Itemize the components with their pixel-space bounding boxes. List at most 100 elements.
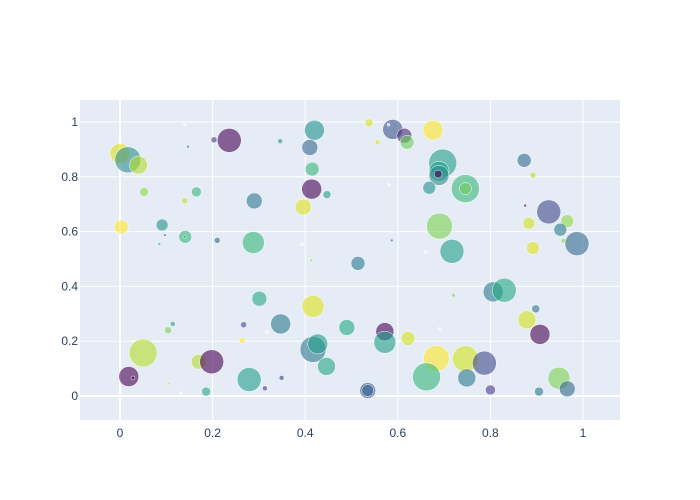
bubble-marker[interactable] — [304, 161, 320, 177]
bubble-marker[interactable] — [201, 386, 211, 397]
bubble-marker[interactable] — [492, 277, 517, 303]
bubble-marker[interactable] — [390, 238, 394, 243]
bubble-marker[interactable] — [163, 233, 167, 237]
bubble-marker[interactable] — [199, 349, 224, 374]
bubble-marker[interactable] — [251, 290, 268, 307]
bubble-marker[interactable] — [262, 385, 268, 392]
y-tick-label: 0.8 — [61, 170, 78, 184]
bubble-marker[interactable] — [210, 136, 218, 144]
bubble-marker[interactable] — [536, 199, 561, 225]
bubble-marker[interactable] — [183, 235, 187, 239]
bubble-marker[interactable] — [300, 242, 304, 247]
y-tick-label: 1 — [71, 115, 78, 129]
bubble-marker[interactable] — [118, 366, 140, 387]
bubble-marker[interactable] — [559, 380, 576, 398]
bubble-marker[interactable] — [422, 119, 444, 141]
bubble-marker[interactable] — [553, 222, 568, 237]
x-tick-label: 0 — [117, 426, 124, 440]
y-axis-tick-labels: 0 0.2 0.4 0.6 0.8 1 — [61, 115, 78, 403]
bubble-marker[interactable] — [301, 295, 325, 318]
x-axis-tick-labels: 0 0.2 0.4 0.6 0.8 1 — [117, 426, 587, 440]
bubble-marker[interactable] — [459, 182, 472, 195]
bubble-marker[interactable] — [364, 118, 374, 128]
bubble-marker[interactable] — [295, 198, 312, 216]
bubble-marker[interactable] — [472, 350, 497, 376]
bubble-marker[interactable] — [304, 119, 325, 141]
bubble-marker[interactable] — [387, 182, 391, 187]
bubble-marker[interactable] — [166, 381, 171, 386]
bubble-marker[interactable] — [400, 331, 416, 346]
bubble-marker[interactable] — [217, 128, 242, 153]
bubble-marker[interactable] — [534, 386, 544, 397]
bubble-marker[interactable] — [246, 192, 263, 210]
bubble-marker[interactable] — [130, 375, 136, 381]
bubble-marker[interactable] — [242, 231, 265, 254]
bubble-marker[interactable] — [301, 178, 322, 200]
bubble-marker[interactable] — [164, 326, 172, 334]
x-tick-label: 0.2 — [204, 426, 221, 440]
x-tick-label: 1 — [580, 426, 587, 440]
bubble-marker[interactable] — [437, 327, 442, 331]
bubble-marker[interactable] — [178, 391, 183, 395]
bubble-marker[interactable] — [157, 242, 162, 246]
y-tick-label: 0.6 — [61, 225, 78, 239]
bubble-marker[interactable] — [412, 362, 441, 392]
bubble-marker[interactable] — [277, 138, 283, 144]
bubble-marker[interactable] — [439, 239, 465, 264]
bubble-marker[interactable] — [128, 338, 158, 368]
bubble-marker[interactable] — [422, 181, 437, 195]
plot-background — [80, 100, 620, 420]
bubble-marker[interactable] — [317, 357, 336, 376]
bubble-marker[interactable] — [564, 231, 590, 256]
bubble-marker[interactable] — [350, 256, 366, 271]
y-gridlines — [80, 121, 620, 397]
x-tick-label: 0.8 — [482, 426, 499, 440]
bubble-marker[interactable] — [309, 258, 313, 263]
bubble-marker[interactable] — [155, 218, 169, 232]
bubble-marker[interactable] — [278, 375, 285, 381]
bubble-marker[interactable] — [186, 144, 190, 149]
bubble-marker[interactable] — [338, 319, 356, 336]
bubble-marker[interactable] — [373, 331, 397, 354]
bubble-marker[interactable] — [181, 197, 189, 205]
bubble-marker[interactable] — [139, 187, 149, 197]
bubble-marker[interactable] — [451, 292, 456, 298]
bubble-marker[interactable] — [191, 186, 202, 198]
bubble-marker[interactable] — [374, 139, 381, 146]
x-tick-label: 0.4 — [297, 426, 314, 440]
bubble-marker[interactable] — [170, 321, 176, 327]
bubble-marker[interactable] — [485, 384, 496, 396]
bubble-marker[interactable] — [265, 330, 269, 334]
bubble-marker[interactable] — [426, 212, 453, 240]
bubble-marker[interactable] — [433, 169, 443, 179]
bubble-marker[interactable] — [129, 155, 148, 175]
bubble-marker[interactable] — [522, 217, 536, 230]
bubble-marker[interactable] — [386, 122, 391, 127]
bubble-marker[interactable] — [516, 153, 532, 168]
y-tick-label: 0.2 — [61, 334, 78, 348]
bubble-marker[interactable] — [183, 122, 187, 127]
bubble-marker[interactable] — [517, 310, 537, 330]
bubble-marker[interactable] — [399, 135, 415, 150]
bubble-marker[interactable] — [236, 367, 262, 392]
bubble-marker[interactable] — [240, 321, 247, 329]
bubble-marker[interactable] — [270, 313, 291, 335]
bubble-marker[interactable] — [114, 219, 129, 235]
bubble-marker[interactable] — [457, 368, 477, 388]
bubble-marker[interactable] — [529, 171, 537, 179]
y-tick-label: 0 — [71, 389, 78, 403]
bubble-marker[interactable] — [526, 241, 540, 255]
bubble-marker[interactable] — [301, 139, 319, 156]
x-tick-label: 0.6 — [389, 426, 406, 440]
bubble-marker[interactable] — [213, 237, 221, 244]
bubble-marker[interactable] — [307, 333, 328, 355]
bubble-marker[interactable] — [531, 304, 541, 314]
data-points — [109, 118, 590, 399]
bubble-marker[interactable] — [523, 203, 527, 208]
bubble-marker[interactable] — [361, 384, 374, 397]
bubble-marker[interactable] — [322, 190, 332, 199]
bubble-marker[interactable] — [238, 337, 246, 344]
bubble-marker[interactable] — [529, 324, 551, 345]
bubble-marker[interactable] — [423, 250, 428, 254]
